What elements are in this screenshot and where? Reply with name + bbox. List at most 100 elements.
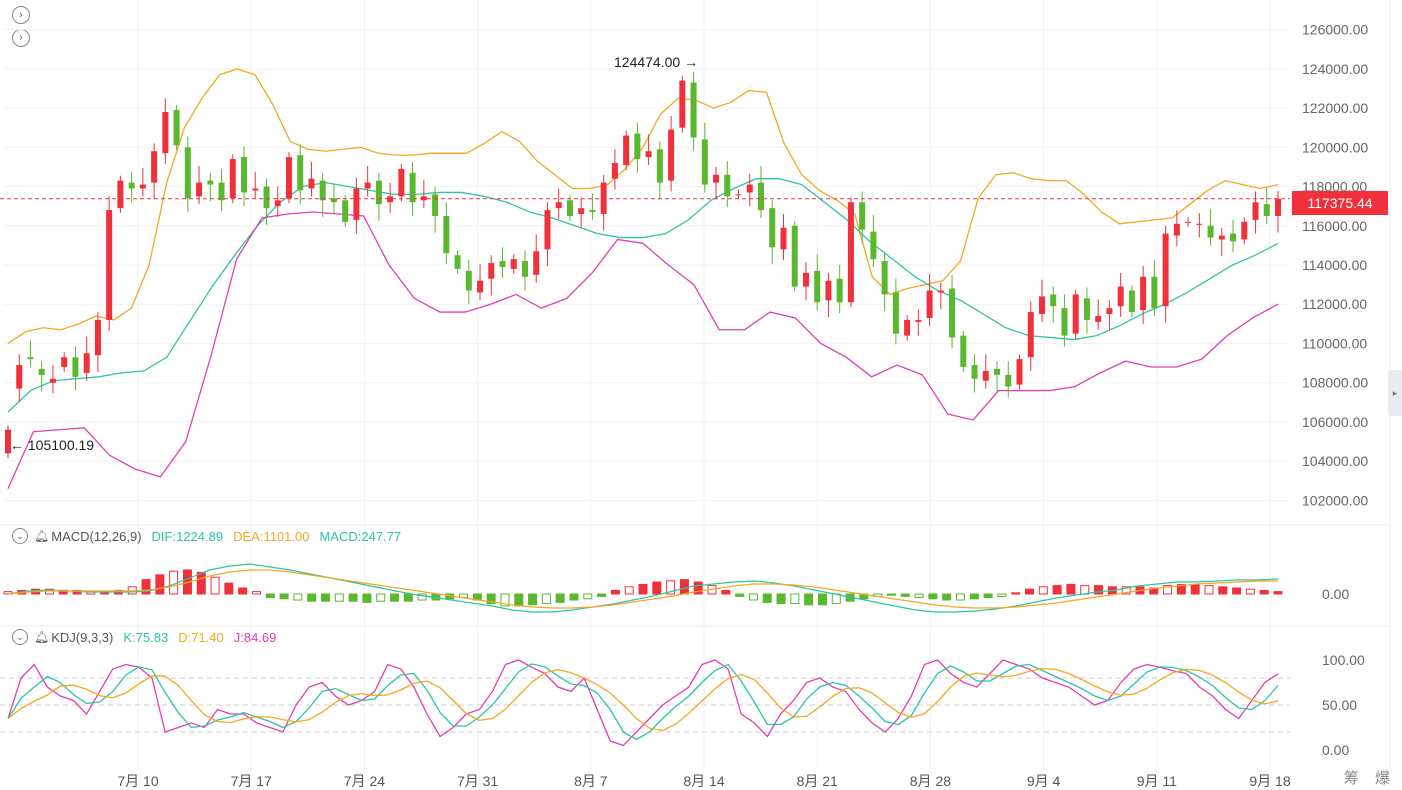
candle-body (1275, 198, 1281, 216)
candle-body (1230, 233, 1237, 242)
macd-header: ⌄ 🔔︎ MACD(12,26,9) DIF:1224.89 DEA:1101.… (12, 528, 401, 544)
macd-histogram-bar (679, 579, 689, 595)
macd-macd-value: MACD:247.77 (319, 528, 402, 544)
x-tick-label: 8月 7 (574, 773, 608, 789)
candle-body (1252, 202, 1259, 220)
kdj-j-line (7, 659, 1279, 747)
x-tick-label: 7月 31 (457, 773, 498, 789)
macd-histogram-bar (997, 593, 1007, 597)
candle-body (1117, 286, 1124, 307)
candle-body (184, 147, 191, 199)
candle-body (409, 172, 416, 203)
candle-body (173, 110, 180, 146)
macd-histogram-bar (583, 593, 593, 600)
candle-body (1162, 233, 1169, 307)
candle-body (49, 378, 56, 383)
macd-histogram-bar (251, 591, 261, 595)
chevron-down-icon[interactable]: ⌄ (12, 629, 28, 645)
macd-y-tick: 0.00 (1322, 586, 1349, 602)
candle-body (106, 210, 113, 320)
x-tick-label: 8月 21 (797, 773, 838, 789)
macd-histogram-bar (555, 593, 565, 603)
candle-body (960, 335, 967, 367)
macd-histogram-bar (569, 593, 579, 601)
macd-histogram-bar (210, 576, 220, 595)
macd-histogram-bar (790, 593, 800, 605)
kdj-d-line (7, 667, 1279, 732)
side-panel-toggle[interactable]: ▸ (1388, 370, 1402, 416)
macd-histogram-bar (804, 593, 814, 606)
candle-body (477, 280, 484, 293)
candle-body (847, 202, 854, 303)
candle-body (241, 157, 248, 193)
y-tick-label: 124000.00 (1302, 61, 1368, 77)
candle-body (1151, 276, 1158, 309)
candle-body (1106, 308, 1113, 315)
macd-histogram-bar (1218, 586, 1228, 595)
candle-body (769, 208, 776, 248)
macd-histogram-bar (914, 593, 924, 599)
candle-body (1005, 374, 1012, 387)
current-price-tag: 117375.44 (1292, 191, 1388, 215)
chevron-right-icon: ▸ (1392, 387, 1398, 398)
candle-body (375, 180, 382, 205)
candle-body (521, 261, 528, 277)
candle-body (38, 368, 45, 375)
macd-histogram-bar (376, 593, 386, 602)
candle-body (589, 210, 596, 213)
candle-body (510, 259, 517, 269)
candle-body (398, 168, 405, 197)
chevron-down-icon[interactable]: ⌄ (12, 528, 28, 544)
candle-body (1083, 298, 1090, 320)
x-tick-label: 9月 11 (1137, 773, 1177, 789)
y-tick-label: 104000.00 (1302, 453, 1368, 469)
candle-body (207, 180, 214, 185)
macd-title: MACD(12,26,9) (51, 528, 142, 544)
macd-histogram-bar (817, 593, 827, 606)
bollinger-upper-line (7, 68, 1279, 345)
y-tick-label: 126000.00 (1302, 22, 1368, 38)
candle-body (645, 151, 652, 158)
candle-body (353, 188, 360, 220)
y-tick-label: 120000.00 (1302, 139, 1368, 155)
candle-body (229, 159, 236, 199)
candle-body (364, 182, 371, 189)
macd-histogram-bar (638, 583, 648, 595)
candle-body (454, 255, 461, 269)
candle-body (432, 194, 439, 216)
y-tick-label: 118000.00 (1302, 179, 1367, 195)
macd-histogram-bar (293, 593, 303, 601)
candle-body (701, 139, 708, 185)
candle-body (465, 270, 472, 291)
y-tick-label: 114000.00 (1302, 257, 1367, 273)
macd-histogram-bar (762, 593, 772, 603)
candle-body (1173, 223, 1180, 236)
macd-histogram-bar (279, 593, 289, 600)
candle-body (61, 357, 68, 367)
macd-histogram-bar (956, 593, 965, 601)
candle-body (690, 82, 697, 138)
bell-icon[interactable]: 🔔︎ (34, 529, 50, 543)
macd-histogram-bar (238, 587, 248, 595)
macd-histogram-bar (610, 589, 620, 595)
macd-histogram-bar (748, 593, 758, 601)
corner-text: 筹 爆 (1343, 770, 1396, 787)
macd-histogram-bar (1094, 585, 1104, 595)
candle-body (1072, 294, 1079, 334)
expand-button-top[interactable]: › (12, 6, 30, 24)
macd-dif-line (7, 563, 1279, 613)
candle-body (83, 353, 90, 373)
macd-histogram-bar (224, 582, 234, 595)
candle-body (713, 174, 720, 183)
chevron-right-icon: › (19, 9, 23, 21)
kdj-title: KDJ(9,3,3) (51, 629, 114, 645)
macd-histogram-bar (1066, 583, 1076, 595)
candle-body (297, 155, 304, 191)
y-tick-label: 102000.00 (1302, 492, 1368, 508)
x-tick-label: 9月 18 (1249, 773, 1290, 789)
bell-icon[interactable]: 🔔︎ (34, 630, 50, 644)
macd-histogram-bar (528, 593, 538, 606)
candle-body (758, 182, 765, 211)
candle-body (904, 319, 911, 336)
